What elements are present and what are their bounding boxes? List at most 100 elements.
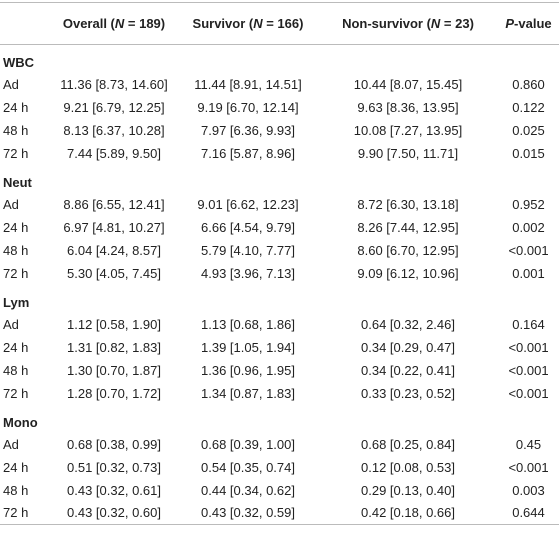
cell: 0.015 bbox=[512, 145, 545, 161]
cell: 0.43 [0.32, 0.59] bbox=[178, 501, 318, 525]
cell: 6.66 [4.54, 9.79] bbox=[201, 219, 295, 235]
row-label: 48 h bbox=[3, 242, 29, 258]
header-text: -value bbox=[514, 16, 552, 31]
cell: 0.860 bbox=[512, 76, 545, 92]
cell: 0.644 bbox=[498, 501, 559, 525]
header-cell: Survivor (N = 166) bbox=[178, 2, 318, 45]
header-text: = 23) bbox=[440, 16, 474, 31]
group-row: WBC bbox=[0, 45, 559, 73]
cell: 1.39 [1.05, 1.94] bbox=[201, 339, 295, 355]
cell: 10.44 [8.07, 15.45] bbox=[353, 76, 463, 92]
cell: 8.72 [6.30, 13.18] bbox=[357, 196, 459, 212]
row-label: 24 h bbox=[3, 219, 29, 235]
data-row: 24 h 1.31 [0.82, 1.83] 1.39 [1.05, 1.94] 0.… bbox=[0, 336, 559, 359]
cell: 1.13 [0.68, 1.86] bbox=[201, 316, 295, 332]
cell: <0.001 bbox=[508, 242, 549, 258]
row-label: 72 h bbox=[0, 501, 50, 525]
header-italic: P bbox=[505, 16, 515, 31]
data-row: 48 h 1.30 [0.70, 1.87] 1.36 [0.96, 1.95] 0.… bbox=[0, 359, 559, 382]
cell: 0.33 [0.23, 0.52] bbox=[361, 385, 455, 401]
table-body: WBC Ad 11.36 [8.73, 14.60] 11.44 [8.91, 14.… bbox=[0, 45, 559, 525]
cell: <0.001 bbox=[508, 385, 549, 401]
data-row: Ad 1.12 [0.58, 1.90] 1.13 [0.68, 1.86] 0.64… bbox=[0, 313, 559, 336]
cell: 1.28 [0.70, 1.72] bbox=[67, 385, 161, 401]
cell: 1.30 [0.70, 1.87] bbox=[67, 362, 161, 378]
data-row: 72 h 5.30 [4.05, 7.45] 4.93 [3.96, 7.13] 9.… bbox=[0, 262, 559, 285]
data-row: 72 h 7.44 [5.89, 9.50] 7.16 [5.87, 8.96] 9.… bbox=[0, 142, 559, 165]
cell: 0.45 bbox=[515, 436, 542, 452]
header-italic: N bbox=[430, 16, 441, 31]
row-label: 72 h bbox=[3, 385, 29, 401]
cell: 4.93 [3.96, 7.13] bbox=[201, 265, 295, 281]
cell: <0.001 bbox=[508, 339, 549, 355]
row-label: Ad bbox=[3, 316, 19, 332]
cell: 0.43 [0.32, 0.61] bbox=[67, 482, 161, 498]
group-label: Lym bbox=[3, 294, 30, 310]
cell: 5.30 [4.05, 7.45] bbox=[67, 265, 161, 281]
cell: 0.002 bbox=[512, 219, 545, 235]
group-label: WBC bbox=[3, 54, 35, 70]
data-row: 48 h 6.04 [4.24, 8.57] 5.79 [4.10, 7.77] 8.… bbox=[0, 239, 559, 262]
data-row: 48 h 0.43 [0.32, 0.61] 0.44 [0.34, 0.62] 0.… bbox=[0, 479, 559, 502]
row-label: 72 h bbox=[3, 145, 29, 161]
row-label: 24 h bbox=[3, 99, 29, 115]
cell: 0.34 [0.22, 0.41] bbox=[361, 362, 455, 378]
cell: 6.04 [4.24, 8.57] bbox=[67, 242, 161, 258]
row-label: 48 h bbox=[3, 482, 29, 498]
cell: 10.08 [7.27, 13.95] bbox=[353, 122, 463, 138]
row-label: 48 h bbox=[3, 362, 29, 378]
data-row: 72 h 1.28 [0.70, 1.72] 1.34 [0.87, 1.83] 0.… bbox=[0, 382, 559, 405]
header-cell: P-value bbox=[498, 2, 559, 45]
cell: 1.12 [0.58, 1.90] bbox=[67, 316, 161, 332]
row-label: Ad bbox=[3, 76, 19, 92]
cell: 11.36 [8.73, 14.60] bbox=[60, 76, 168, 92]
data-row: 24 h 9.21 [6.79, 12.25] 9.19 [6.70, 12.14]… bbox=[0, 96, 559, 119]
group-row: Mono bbox=[0, 405, 559, 433]
cell: 5.79 [4.10, 7.77] bbox=[201, 242, 295, 258]
cell: 0.12 [0.08, 0.53] bbox=[361, 459, 455, 475]
cell: 11.44 [8.91, 14.51] bbox=[194, 76, 302, 92]
group-label: Mono bbox=[3, 414, 38, 430]
row-label: 48 h bbox=[3, 122, 29, 138]
cell: 9.21 [6.79, 12.25] bbox=[63, 99, 165, 115]
cell: 9.19 [6.70, 12.14] bbox=[197, 99, 299, 115]
cell: 0.51 [0.32, 0.73] bbox=[67, 459, 161, 475]
data-row: 72 h 0.43 [0.32, 0.60] 0.43 [0.32, 0.59] 0.… bbox=[0, 501, 559, 525]
cell: 0.43 [0.32, 0.60] bbox=[50, 501, 178, 525]
cell: 0.29 [0.13, 0.40] bbox=[361, 482, 455, 498]
cell: 8.13 [6.37, 10.28] bbox=[63, 122, 165, 138]
cell: 9.09 [6.12, 10.96] bbox=[357, 265, 459, 281]
row-label: 24 h bbox=[3, 339, 29, 355]
row-label: 72 h bbox=[3, 265, 29, 281]
header-text: = 166) bbox=[262, 16, 304, 31]
cell: 8.60 [6.70, 12.95] bbox=[357, 242, 459, 258]
header-cell: Overall (N = 189) bbox=[50, 2, 178, 45]
header-text: Overall ( bbox=[62, 16, 115, 31]
cell: 0.44 [0.34, 0.62] bbox=[201, 482, 295, 498]
header-italic: N bbox=[253, 16, 263, 31]
cell: 0.952 bbox=[512, 196, 545, 212]
data-row: 24 h 0.51 [0.32, 0.73] 0.54 [0.35, 0.74] 0.… bbox=[0, 456, 559, 479]
cell: 8.26 [7.44, 12.95] bbox=[357, 219, 459, 235]
cell: 1.36 [0.96, 1.95] bbox=[201, 362, 295, 378]
data-row: Ad 11.36 [8.73, 14.60] 11.44 [8.91, 14.51]… bbox=[0, 73, 559, 96]
cell: 8.86 [6.55, 12.41] bbox=[63, 196, 165, 212]
cell: 0.003 bbox=[512, 482, 545, 498]
header-cell: Non-survivor (N = 23) bbox=[318, 2, 498, 45]
cell: 0.122 bbox=[512, 99, 545, 115]
cell: 0.68 [0.25, 0.84] bbox=[361, 436, 455, 452]
cell: 0.54 [0.35, 0.74] bbox=[201, 459, 295, 475]
row-label: Ad bbox=[3, 436, 19, 452]
data-row: 24 h 6.97 [4.81, 10.27] 6.66 [4.54, 9.79] 8… bbox=[0, 216, 559, 239]
header-row: Overall (N = 189) Survivor (N = 166) Non-s… bbox=[0, 2, 559, 45]
cell: 0.025 bbox=[512, 122, 545, 138]
cell: 7.44 [5.89, 9.50] bbox=[67, 145, 161, 161]
cell: 0.164 bbox=[512, 316, 545, 332]
header-text: Survivor ( bbox=[192, 16, 254, 31]
cell: 0.001 bbox=[512, 265, 545, 281]
group-label: Neut bbox=[3, 174, 32, 190]
cell: 1.31 [0.82, 1.83] bbox=[67, 339, 161, 355]
cell: <0.001 bbox=[508, 459, 549, 475]
row-label: Ad bbox=[3, 196, 19, 212]
